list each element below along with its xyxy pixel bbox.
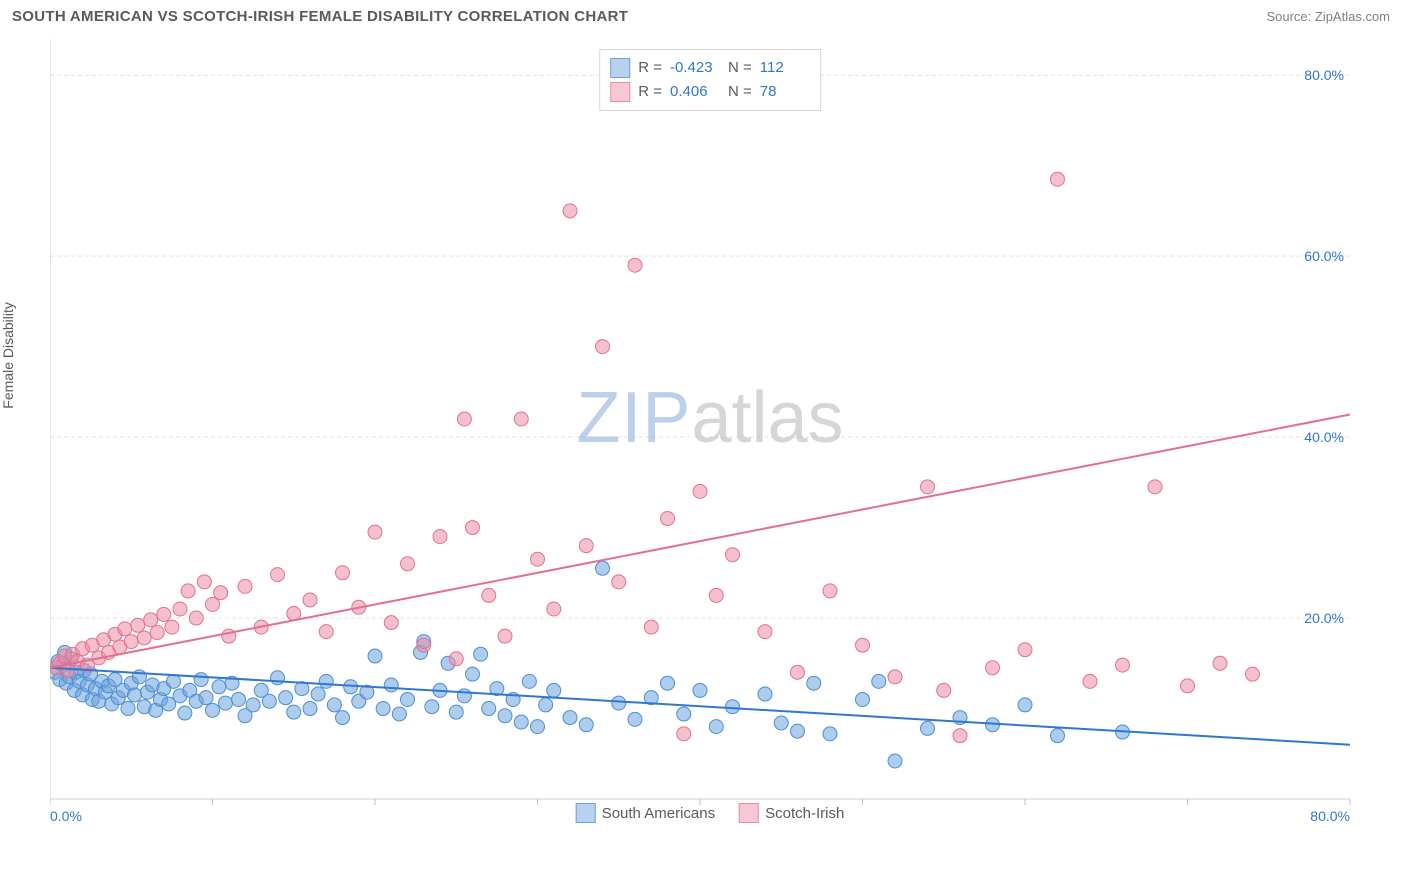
svg-text:40.0%: 40.0% — [1304, 429, 1344, 445]
svg-text:80.0%: 80.0% — [1304, 67, 1344, 83]
svg-text:20.0%: 20.0% — [1304, 610, 1344, 626]
svg-text:0.0%: 0.0% — [50, 808, 82, 824]
chart-title: SOUTH AMERICAN VS SCOTCH-IRISH FEMALE DI… — [12, 8, 628, 25]
stats-row-south-americans: R = -0.423 N = 112 — [610, 56, 810, 80]
source-credit: Source: ZipAtlas.com — [1266, 9, 1390, 24]
legend-item-south-americans: South Americans — [576, 803, 715, 823]
svg-text:80.0%: 80.0% — [1310, 808, 1350, 824]
n-value-scotch-irish: 78 — [760, 80, 810, 104]
swatch-scotch-irish — [610, 82, 630, 102]
y-axis-label: Female Disability — [0, 302, 16, 409]
svg-text:60.0%: 60.0% — [1304, 248, 1344, 264]
legend-item-scotch-irish: Scotch-Irish — [739, 803, 844, 823]
stats-row-scotch-irish: R = 0.406 N = 78 — [610, 80, 810, 104]
r-value-south-americans: -0.423 — [670, 56, 720, 80]
n-value-south-americans: 112 — [760, 56, 810, 80]
swatch-scotch-irish-icon — [739, 803, 759, 823]
scatter-plot: 20.0%40.0%60.0%80.0%0.0%80.0% ZIPatlas R… — [50, 39, 1370, 829]
series-legend: South Americans Scotch-Irish — [576, 803, 845, 823]
stats-legend: R = -0.423 N = 112 R = 0.406 N = 78 — [599, 49, 821, 111]
r-value-scotch-irish: 0.406 — [670, 80, 720, 104]
chart-container: Female Disability 20.0%40.0%60.0%80.0%0.… — [12, 29, 1392, 879]
swatch-south-americans-icon — [576, 803, 596, 823]
swatch-south-americans — [610, 58, 630, 78]
